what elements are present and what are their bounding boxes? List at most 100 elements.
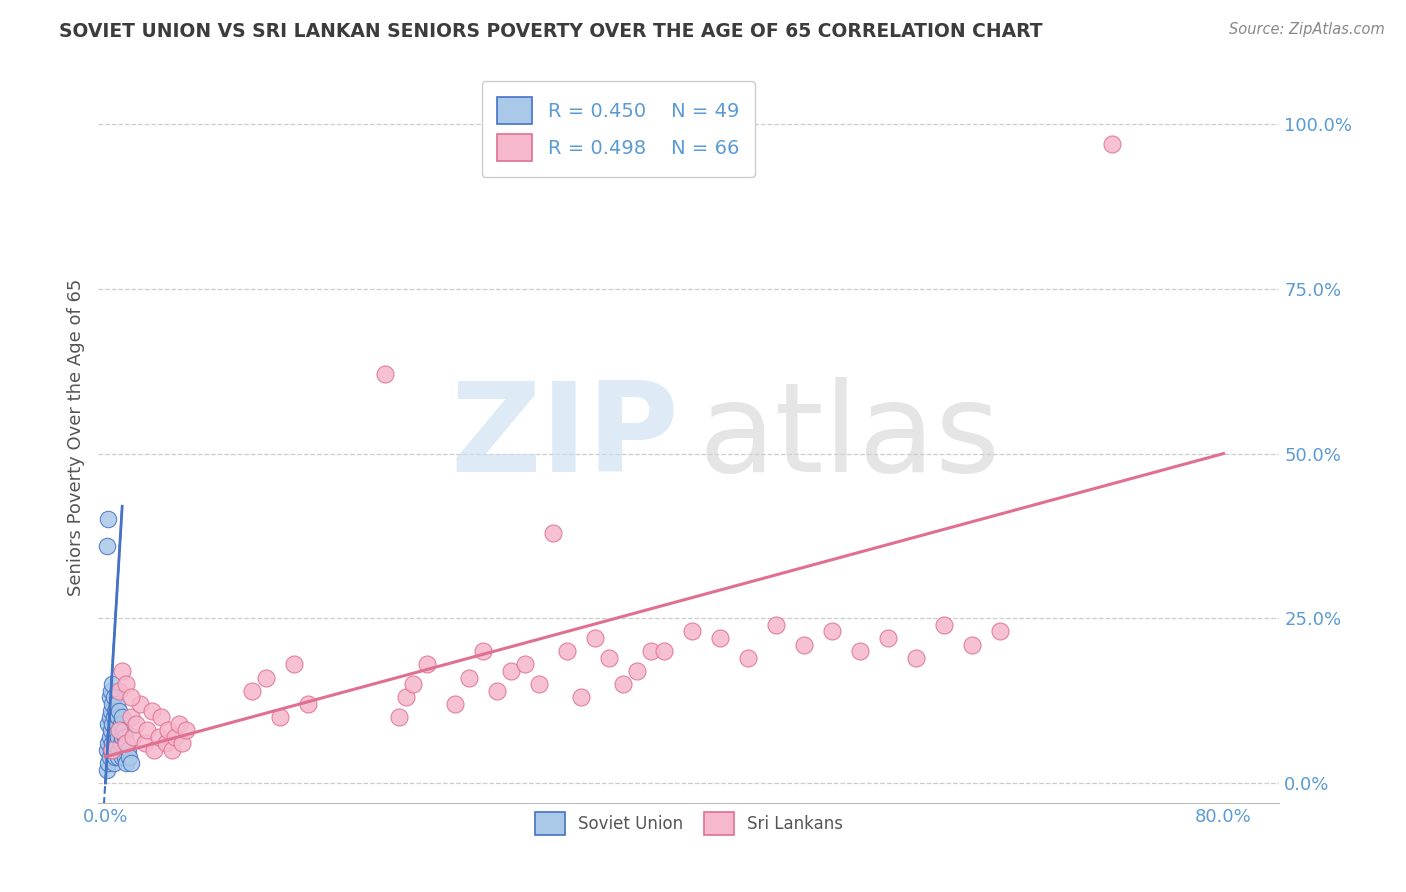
Point [117, 743, 139, 757]
Point [103, 730, 125, 744]
Point [103, 690, 125, 705]
Point [97, 512, 120, 526]
Point [165, 730, 187, 744]
Text: atlas: atlas [699, 376, 1001, 498]
Point [569, 690, 592, 705]
Point [110, 737, 132, 751]
Point [108, 743, 131, 757]
Point [98, 690, 121, 705]
Point [115, 737, 138, 751]
Point [120, 690, 142, 705]
Point [905, 650, 928, 665]
Point [97, 756, 120, 771]
Point [960, 638, 983, 652]
Point [416, 657, 439, 672]
Point [162, 743, 184, 757]
Point [100, 683, 122, 698]
Point [932, 618, 955, 632]
Point [107, 710, 129, 724]
Point [598, 650, 620, 665]
Point [115, 737, 138, 751]
Point [513, 657, 536, 672]
Point [443, 697, 465, 711]
Point [297, 697, 319, 711]
Point [737, 650, 759, 665]
Point [108, 723, 131, 738]
Point [98, 730, 121, 744]
Point [395, 690, 418, 705]
Point [821, 624, 844, 639]
Text: ZIP: ZIP [451, 376, 679, 498]
Point [612, 677, 634, 691]
Point [108, 723, 131, 738]
Point [118, 749, 141, 764]
Point [111, 749, 134, 764]
Point [122, 730, 145, 744]
Point [101, 677, 124, 691]
Point [101, 716, 124, 731]
Point [155, 737, 177, 751]
Point [240, 683, 263, 698]
Point [104, 723, 127, 738]
Point [457, 671, 479, 685]
Point [108, 704, 131, 718]
Point [110, 716, 132, 731]
Point [125, 716, 148, 731]
Point [555, 644, 578, 658]
Point [988, 624, 1011, 639]
Point [849, 644, 872, 658]
Point [129, 697, 152, 711]
Point [172, 737, 194, 751]
Point [150, 710, 173, 724]
Point [107, 749, 129, 764]
Point [793, 638, 815, 652]
Point [176, 723, 198, 738]
Point [111, 664, 134, 678]
Point [136, 723, 159, 738]
Point [541, 525, 564, 540]
Point [283, 657, 305, 672]
Point [141, 704, 163, 718]
Point [104, 749, 127, 764]
Point [877, 631, 900, 645]
Y-axis label: Seniors Poverty Over the Age of 65: Seniors Poverty Over the Age of 65 [66, 278, 84, 596]
Point [101, 697, 124, 711]
Point [105, 697, 128, 711]
Point [105, 737, 128, 751]
Point [107, 730, 129, 744]
Point [527, 677, 550, 691]
Point [654, 644, 676, 658]
Text: Source: ZipAtlas.com: Source: ZipAtlas.com [1229, 22, 1385, 37]
Point [169, 716, 191, 731]
Point [499, 664, 522, 678]
Legend: Soviet Union, Sri Lankans: Soviet Union, Sri Lankans [529, 805, 849, 842]
Point [98, 710, 121, 724]
Point [681, 624, 703, 639]
Point [96, 539, 118, 553]
Point [98, 749, 121, 764]
Point [143, 743, 166, 757]
Point [100, 704, 122, 718]
Point [115, 677, 138, 691]
Point [626, 664, 648, 678]
Point [114, 730, 136, 744]
Point [100, 743, 122, 757]
Point [1101, 136, 1123, 151]
Point [101, 737, 124, 751]
Point [103, 710, 125, 724]
Point [765, 618, 787, 632]
Point [108, 683, 131, 698]
Point [97, 737, 120, 751]
Point [583, 631, 606, 645]
Point [269, 710, 291, 724]
Point [402, 677, 425, 691]
Point [471, 644, 494, 658]
Point [374, 368, 396, 382]
Point [104, 704, 127, 718]
Point [111, 730, 134, 744]
Point [254, 671, 277, 685]
Point [120, 756, 142, 771]
Point [115, 756, 138, 771]
Point [100, 723, 122, 738]
Point [134, 737, 156, 751]
